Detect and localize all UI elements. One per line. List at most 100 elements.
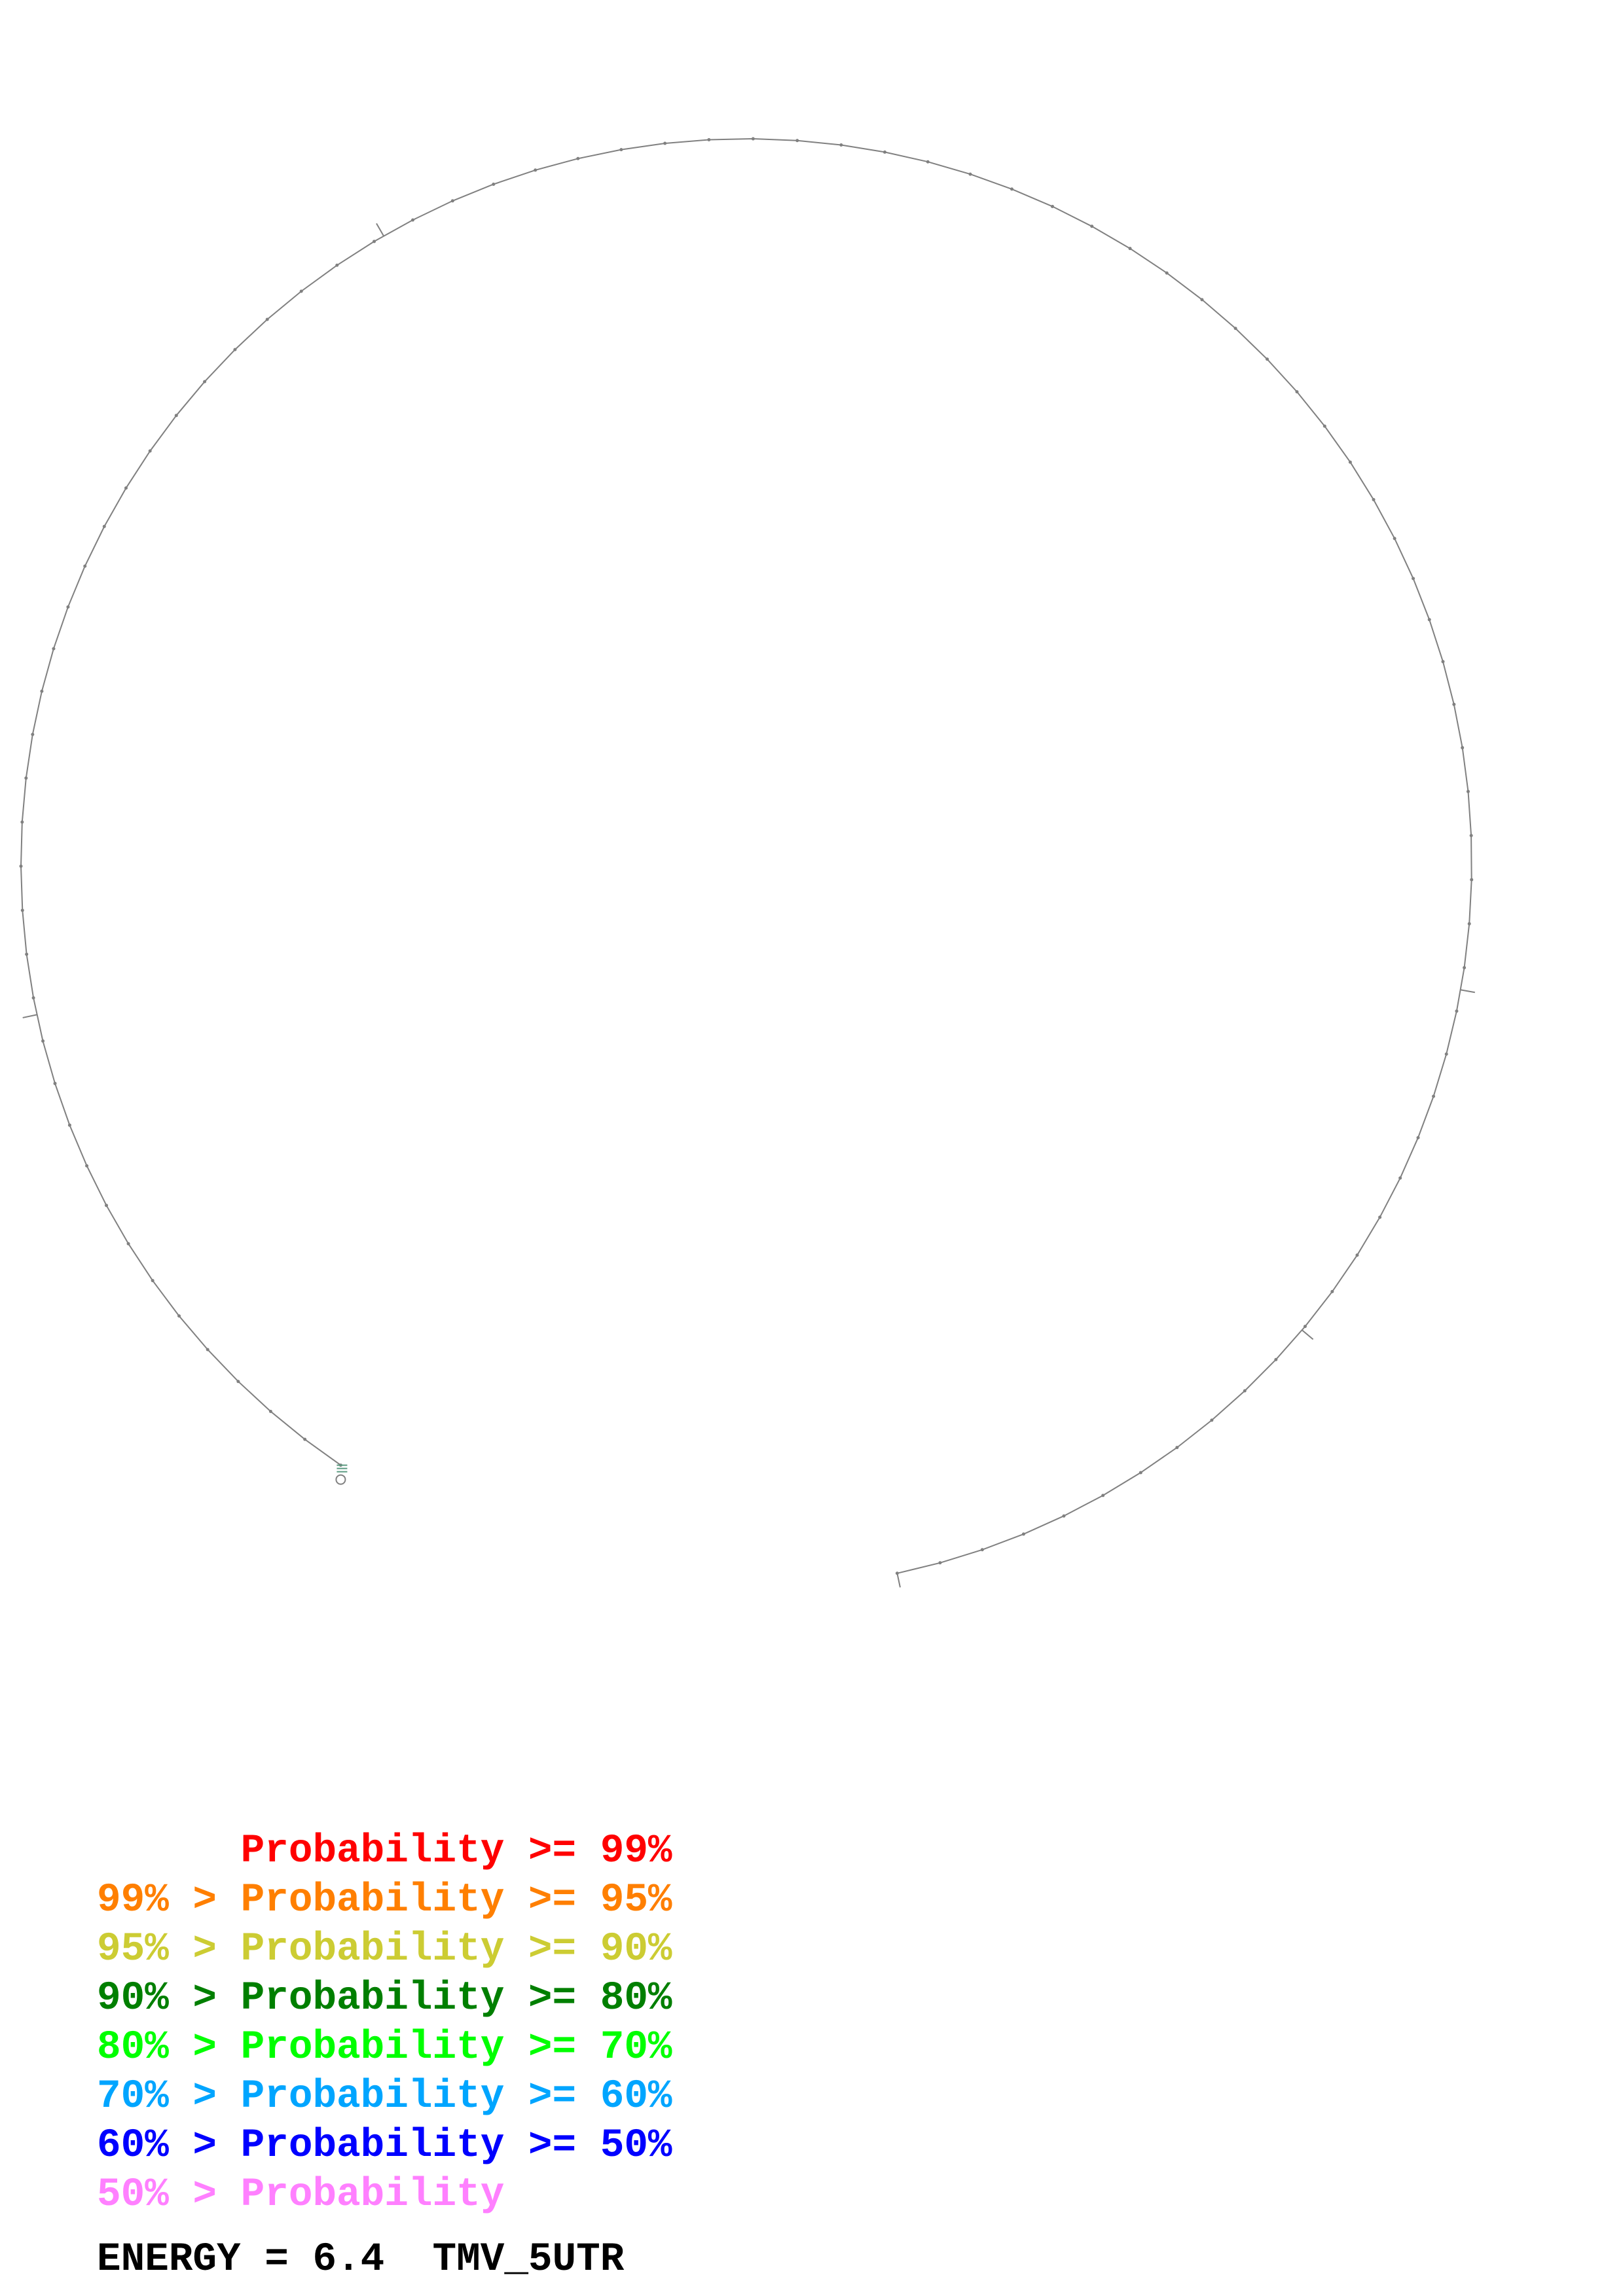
nucleotide-dot: [938, 1561, 942, 1565]
nucleotide-dot: [41, 1039, 45, 1043]
position-tick: [1302, 1329, 1314, 1340]
sequence-name: TMV_5UTR: [432, 2237, 625, 2282]
nucleotide-dot: [1432, 1094, 1436, 1098]
position-tick: [896, 1573, 901, 1588]
nucleotide-dot: [534, 168, 538, 172]
nucleotide-markers: [19, 137, 1474, 1575]
nucleotide-dot: [410, 218, 414, 222]
nucleotide-dot: [25, 952, 29, 956]
nucleotide-dot: [233, 348, 237, 351]
nucleotide-dot: [335, 263, 339, 267]
nucleotide-dot: [839, 143, 843, 147]
nucleotide-dot: [53, 1081, 57, 1085]
nucleotide-dot: [303, 1437, 307, 1441]
nucleotide-dot: [1200, 298, 1204, 302]
nucleotide-dot: [105, 1204, 109, 1208]
nucleotide-dot: [1010, 187, 1013, 191]
nucleotide-dot: [707, 137, 711, 141]
nucleotide-dot: [52, 647, 56, 651]
nucleotide-dot: [1455, 1009, 1459, 1013]
small-hairpin-stem-loop: [335, 1464, 348, 1485]
legend-entry: 80% > Probability >= 70%: [97, 2025, 672, 2070]
nucleotide-dot: [151, 1279, 155, 1283]
nucleotide-dot: [20, 820, 24, 824]
nucleotide-dot: [67, 1123, 71, 1127]
nucleotide-dot: [1466, 789, 1470, 793]
nucleotide-dot: [883, 150, 886, 154]
nucleotide-dot: [1470, 878, 1474, 882]
position-tick: [22, 1014, 37, 1018]
legend-entry: Probability >= 99%: [97, 1829, 672, 1874]
nucleotide-dot: [19, 864, 23, 868]
nucleotide-dot: [619, 148, 623, 152]
nucleotide-dot: [83, 564, 87, 568]
nucleotide-dot: [174, 414, 178, 418]
energy-label: ENERGY = 6.4: [97, 2237, 385, 2282]
nucleotide-dot: [1469, 834, 1473, 838]
nucleotide-dot: [795, 139, 799, 143]
rna-backbone-strand: [20, 137, 1472, 1574]
legend-entry: 60% > Probability >= 50%: [97, 2123, 672, 2168]
position-tick-marks: [22, 223, 1476, 1588]
legend-entry: 95% > Probability >= 90%: [97, 1927, 672, 1972]
nucleotide-dot: [1330, 1289, 1334, 1293]
nucleotide-dot: [206, 1348, 210, 1352]
nucleotide-dot: [126, 1242, 130, 1246]
nucleotide-dot: [177, 1314, 181, 1318]
nucleotide-dot: [1210, 1418, 1214, 1422]
nucleotide-dot: [980, 1548, 984, 1552]
nucleotide-dot: [373, 240, 376, 243]
nucleotide-dot: [1461, 745, 1465, 749]
nucleotide-dot: [148, 449, 152, 453]
nucleotide-dot: [1062, 1514, 1066, 1518]
nucleotide-dot: [1243, 1389, 1247, 1393]
nucleotide-dot: [1266, 357, 1269, 361]
nucleotide-dot: [203, 380, 207, 384]
nucleotide-dot: [265, 317, 269, 321]
nucleotide-dot: [1090, 224, 1094, 228]
nucleotide-dot: [1101, 1494, 1105, 1498]
nucleotide-dot: [576, 156, 580, 160]
nucleotide-dot: [1128, 247, 1132, 251]
nucleotide-dot: [663, 141, 667, 145]
nucleotide-dot: [1416, 1136, 1420, 1139]
nucleotide-dot: [1467, 922, 1471, 925]
nucleotide-dot: [1274, 1357, 1278, 1361]
position-tick: [376, 223, 384, 236]
nucleotide-dot: [1050, 204, 1054, 208]
legend-entry: 70% > Probability >= 60%: [97, 2074, 672, 2119]
nucleotide-dot: [40, 689, 44, 693]
hairpin-loop: [335, 1474, 346, 1485]
nucleotide-dot: [751, 137, 755, 141]
nucleotide-dot: [1427, 618, 1431, 622]
nucleotide-dot: [20, 908, 24, 912]
nucleotide-dot: [450, 199, 454, 203]
nucleotide-dot: [1139, 1471, 1142, 1475]
nucleotide-dot: [968, 172, 972, 176]
nucleotide-dot: [1322, 424, 1326, 428]
legend-entry: 90% > Probability >= 80%: [97, 1976, 672, 2021]
nucleotide-dot: [1463, 965, 1467, 969]
legend-entry: 99% > Probability >= 95%: [97, 1878, 672, 1923]
nucleotide-dot: [1303, 1325, 1307, 1329]
nucleotide-dot: [1444, 1052, 1448, 1056]
nucleotide-dot: [24, 776, 28, 780]
nucleotide-dot: [1021, 1532, 1025, 1536]
nucleotide-dot: [1452, 702, 1456, 706]
legend-entry: 50% > Probability: [97, 2172, 505, 2217]
energy-footer: ENERGY = 6.4 TMV_5UTR: [97, 2240, 624, 2280]
nucleotide-dot: [1295, 390, 1299, 394]
nucleotide-dot: [1372, 497, 1376, 501]
nucleotide-dot: [299, 289, 303, 293]
nucleotide-dot: [85, 1164, 89, 1168]
nucleotide-dot: [492, 182, 496, 186]
nucleotide-dot: [102, 524, 106, 528]
nucleotide-dot: [1355, 1253, 1359, 1257]
position-tick: [1460, 989, 1476, 994]
nucleotide-dot: [1398, 1176, 1402, 1180]
nucleotide-dot: [1378, 1215, 1382, 1219]
nucleotide-dot: [1175, 1446, 1179, 1450]
nucleotide-dot: [31, 996, 35, 1000]
nucleotide-dot: [1165, 271, 1169, 275]
